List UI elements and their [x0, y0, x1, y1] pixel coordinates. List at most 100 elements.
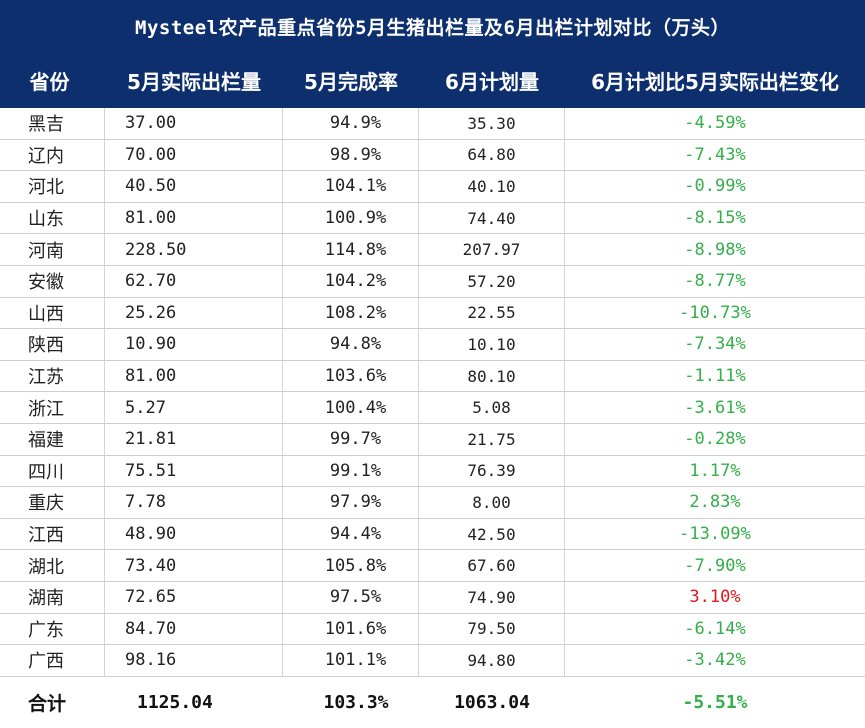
total-may-actual: 1125.04 — [137, 691, 213, 713]
table-row: 安徽 62.70 104.2% 57.20 -8.77% — [0, 265, 865, 298]
may-actual-cell: 7.78 — [105, 487, 283, 518]
table-row: 广东 84.70 101.6% 79.50 -6.14% — [0, 613, 865, 646]
total-label: 合计 — [28, 692, 67, 715]
june-plan-cell: 80.10 — [419, 360, 565, 392]
province-cell: 江西 — [0, 518, 105, 550]
june-plan-cell: 10.10 — [419, 329, 565, 360]
table-row: 山东 81.00 100.9% 74.40 -8.15% — [0, 202, 865, 235]
change-cell: -0.99% — [684, 176, 746, 197]
change-cell: 2.83% — [689, 492, 741, 513]
total-change: -5.51% — [682, 691, 748, 713]
june-plan-cell: 35.30 — [419, 108, 565, 139]
change-cell: -4.59% — [684, 113, 746, 134]
may-actual-cell: 25.26 — [105, 297, 283, 329]
may-actual-cell: 70.00 — [105, 139, 283, 171]
may-rate-cell: 114.8% — [283, 234, 419, 265]
table-row: 湖南 72.65 97.5% 74.90 3.10% — [0, 581, 865, 614]
june-plan-cell: 67.60 — [419, 550, 565, 581]
change-cell: -7.90% — [684, 555, 746, 576]
june-plan-cell: 42.50 — [419, 518, 565, 550]
change-cell: -3.61% — [684, 397, 746, 418]
change-cell: -6.14% — [684, 618, 746, 639]
total-may-rate: 103.3% — [323, 691, 389, 713]
table-row: 山西 25.26 108.2% 22.55 -10.73% — [0, 297, 865, 330]
header-province: 省份 — [29, 69, 70, 94]
table-row: 江西 48.90 94.4% 42.50 -13.09% — [0, 518, 865, 551]
table-row: 黑吉 37.00 94.9% 35.30 -4.59% — [0, 108, 865, 140]
june-plan-cell: 5.08 — [419, 392, 565, 423]
table-row: 浙江 5.27 100.4% 5.08 -3.61% — [0, 392, 865, 424]
table-row: 河南 228.50 114.8% 207.97 -8.98% — [0, 234, 865, 266]
table-title: Mysteel农产品重点省份5月生猪出栏量及6月出栏计划对比（万头） — [0, 0, 865, 52]
june-plan-cell: 64.80 — [419, 139, 565, 171]
may-rate-cell: 101.6% — [283, 613, 419, 645]
june-plan-cell: 57.20 — [419, 265, 565, 297]
may-actual-cell: 98.16 — [105, 645, 283, 676]
may-rate-cell: 103.6% — [283, 360, 419, 392]
may-rate-cell: 104.1% — [283, 171, 419, 202]
may-rate-cell: 100.9% — [283, 202, 419, 234]
may-actual-cell: 21.81 — [105, 423, 283, 455]
province-cell: 湖南 — [0, 581, 105, 613]
header-row: 省份 5月实际出栏量 5月完成率 6月计划量 6月计划比5月实际出栏变化 — [0, 52, 865, 108]
table-row: 福建 21.81 99.7% 21.75 -0.28% — [0, 423, 865, 456]
province-cell: 四川 — [0, 455, 105, 487]
table-row: 河北 40.50 104.1% 40.10 -0.99% — [0, 171, 865, 203]
change-cell: -0.28% — [684, 429, 746, 450]
change-cell: -13.09% — [679, 524, 751, 545]
change-cell: -8.98% — [684, 239, 746, 260]
may-actual-cell: 228.50 — [105, 234, 283, 265]
may-actual-cell: 37.00 — [105, 108, 283, 139]
province-cell: 河北 — [0, 171, 105, 202]
province-cell: 重庆 — [0, 487, 105, 518]
table-row: 江苏 81.00 103.6% 80.10 -1.11% — [0, 360, 865, 393]
change-cell: -1.11% — [684, 366, 746, 387]
may-actual-cell: 81.00 — [105, 202, 283, 234]
province-cell: 山西 — [0, 297, 105, 329]
may-rate-cell: 105.8% — [283, 550, 419, 581]
province-cell: 河南 — [0, 234, 105, 265]
may-rate-cell: 97.5% — [283, 581, 419, 613]
may-rate-cell: 99.7% — [283, 423, 419, 455]
may-rate-cell: 104.2% — [283, 265, 419, 297]
province-cell: 江苏 — [0, 360, 105, 392]
header-change: 6月计划比5月实际出栏变化 — [591, 69, 839, 94]
may-actual-cell: 5.27 — [105, 392, 283, 423]
june-plan-cell: 79.50 — [419, 613, 565, 645]
province-cell: 山东 — [0, 202, 105, 234]
change-cell: -7.43% — [684, 144, 746, 165]
table-row: 广西 98.16 101.1% 94.80 -3.42% — [0, 645, 865, 677]
may-rate-cell: 94.8% — [283, 329, 419, 360]
table-row: 重庆 7.78 97.9% 8.00 2.83% — [0, 487, 865, 519]
change-cell: -3.42% — [684, 650, 746, 671]
table-row: 湖北 73.40 105.8% 67.60 -7.90% — [0, 550, 865, 582]
may-actual-cell: 81.00 — [105, 360, 283, 392]
province-cell: 陕西 — [0, 329, 105, 360]
may-actual-cell: 40.50 — [105, 171, 283, 202]
change-cell: 1.17% — [689, 460, 741, 481]
table-row: 辽内 70.00 98.9% 64.80 -7.43% — [0, 139, 865, 172]
june-plan-cell: 74.40 — [419, 202, 565, 234]
province-cell: 湖北 — [0, 550, 105, 581]
header-may-rate: 5月完成率 — [304, 69, 398, 94]
june-plan-cell: 94.80 — [419, 645, 565, 676]
may-rate-cell: 98.9% — [283, 139, 419, 171]
province-cell: 广东 — [0, 613, 105, 645]
june-plan-cell: 74.90 — [419, 581, 565, 613]
may-rate-cell: 99.1% — [283, 455, 419, 487]
may-actual-cell: 62.70 — [105, 265, 283, 297]
june-plan-cell: 207.97 — [419, 234, 565, 265]
may-actual-cell: 84.70 — [105, 613, 283, 645]
province-cell: 福建 — [0, 423, 105, 455]
may-rate-cell: 94.4% — [283, 518, 419, 550]
header-may-actual: 5月实际出栏量 — [127, 69, 261, 94]
province-cell: 浙江 — [0, 392, 105, 423]
may-actual-cell: 48.90 — [105, 518, 283, 550]
may-rate-cell: 94.9% — [283, 108, 419, 139]
change-cell: 3.10% — [689, 587, 741, 608]
may-rate-cell: 100.4% — [283, 392, 419, 423]
may-rate-cell: 101.1% — [283, 645, 419, 676]
table-row: 四川 75.51 99.1% 76.39 1.17% — [0, 455, 865, 488]
may-actual-cell: 73.40 — [105, 550, 283, 581]
